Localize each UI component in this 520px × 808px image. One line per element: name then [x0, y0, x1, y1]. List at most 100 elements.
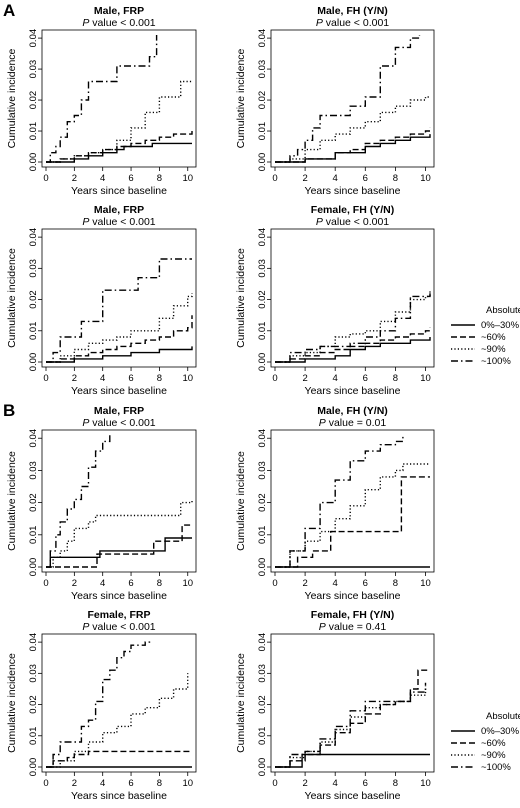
- x-axis-label: Years since baseline: [305, 790, 401, 802]
- plot-frame: [41, 29, 197, 168]
- p-value-symbol: P: [319, 621, 326, 633]
- series-line-4: [46, 639, 151, 768]
- x-axis-label: Years since baseline: [305, 385, 401, 397]
- series-line-2: [46, 131, 193, 163]
- y-tick-label: 0.02: [28, 91, 39, 110]
- p-value-text: P value = 0.41: [319, 621, 387, 633]
- x-tick-label: 2: [72, 173, 77, 184]
- p-value-label: value < 0.001: [89, 417, 155, 429]
- p-value-label: value = 0.41: [326, 621, 387, 633]
- x-tick-label: 0: [43, 778, 48, 789]
- y-tick-label: 0.00: [28, 353, 39, 372]
- plot-frame: [270, 29, 435, 168]
- p-value-symbol: P: [316, 216, 323, 228]
- y-tick-label: 0.04: [28, 228, 39, 247]
- y-axis-label: Cumulative incidence: [6, 653, 18, 753]
- x-tick-label: 0: [272, 778, 277, 789]
- y-axis-label: Cumulative incidence: [6, 248, 18, 348]
- plot-4: Female, FH (Y/N)P value < 0.001 0 2 4 6 8 10 0.…: [235, 204, 435, 397]
- series-line-3: [46, 499, 193, 568]
- y-tick-label: 0.00: [257, 353, 268, 372]
- x-tick-label: 10: [182, 173, 193, 184]
- y-tick-label: 0.00: [257, 153, 268, 172]
- x-tick-label: 10: [420, 578, 431, 589]
- y-tick-label: 0.03: [28, 259, 39, 278]
- plot-frame: [270, 228, 435, 368]
- plot-title: Female, FRP: [87, 609, 150, 621]
- p-value-label: value < 0.001: [89, 216, 155, 228]
- p-value-symbol: P: [82, 216, 89, 228]
- x-tick-label: 2: [302, 373, 307, 384]
- p-value-symbol: P: [82, 417, 89, 429]
- y-tick-label: 0.02: [28, 493, 39, 512]
- y-tick-label: 0.03: [257, 259, 268, 278]
- y-tick-label: 0.03: [257, 664, 268, 683]
- y-tick-label: 0.04: [28, 633, 39, 652]
- x-tick-label: 2: [302, 778, 307, 789]
- series-line-1: [275, 337, 431, 363]
- y-tick-label: 0.04: [257, 228, 268, 247]
- plot-frame: [41, 633, 197, 773]
- plot-frame: [270, 633, 435, 773]
- panel-label-a: A: [3, 1, 15, 20]
- x-tick-label: 10: [182, 373, 193, 384]
- x-tick-label: 6: [128, 778, 133, 789]
- x-tick-label: 0: [43, 373, 48, 384]
- x-tick-label: 10: [420, 173, 431, 184]
- legend-title: Absolute risk: [486, 711, 520, 722]
- y-axis-label: Cumulative incidence: [235, 653, 247, 753]
- legend-label-4: ~100%: [481, 356, 511, 367]
- x-tick-label: 6: [363, 578, 368, 589]
- plot-frame: [41, 429, 197, 573]
- series-line-4: [46, 258, 192, 363]
- y-tick-label: 0.00: [257, 558, 268, 577]
- p-value-label: value < 0.001: [89, 17, 155, 29]
- legend-title: Absolute risk: [486, 305, 520, 316]
- legend-label-1: 0%–30%: [481, 726, 520, 737]
- series-line-3: [46, 80, 192, 163]
- x-tick-label: 0: [272, 578, 277, 589]
- p-value-text: P value < 0.001: [82, 17, 155, 29]
- plot-6: Male, FH (Y/N)P value = 0.01 0 2 4 6 8 10 0.00 0…: [235, 405, 435, 602]
- y-tick-label: 0.01: [28, 727, 39, 746]
- y-tick-label: 0.02: [257, 695, 268, 714]
- x-tick-label: 10: [420, 778, 431, 789]
- p-value-label: value < 0.001: [323, 216, 389, 228]
- y-tick-label: 0.02: [257, 91, 268, 110]
- p-value-symbol: P: [82, 17, 89, 29]
- x-tick-label: 2: [72, 373, 77, 384]
- x-tick-label: 0: [43, 173, 48, 184]
- x-tick-label: 6: [128, 578, 133, 589]
- x-tick-label: 6: [363, 778, 368, 789]
- y-tick-label: 0.04: [28, 429, 39, 448]
- series-line-2: [275, 476, 430, 568]
- series-line-2: [275, 127, 431, 163]
- y-axis-label: Cumulative incidence: [235, 451, 247, 551]
- y-axis-label: Cumulative incidence: [6, 451, 18, 551]
- legend-b: Absolute risk 0%–30%~60%~90%~100%: [451, 711, 520, 773]
- x-tick-label: 0: [272, 173, 277, 184]
- y-axis-label: Cumulative incidence: [235, 248, 247, 348]
- y-tick-label: 0.00: [28, 558, 39, 577]
- x-tick-label: 8: [393, 173, 398, 184]
- plot-title: Male, FH (Y/N): [317, 5, 388, 17]
- y-tick-label: 0.04: [257, 633, 268, 652]
- x-axis-label: Years since baseline: [71, 385, 167, 397]
- series-line-3: [46, 293, 193, 363]
- series-line-1: [46, 537, 192, 568]
- x-axis-label: Years since baseline: [71, 790, 167, 802]
- x-tick-label: 4: [100, 173, 105, 184]
- y-tick-label: 0.01: [257, 122, 268, 141]
- p-value-symbol: P: [319, 417, 326, 429]
- x-tick-label: 0: [272, 373, 277, 384]
- series-line-4: [46, 435, 111, 568]
- series-line-2: [46, 315, 193, 363]
- y-tick-label: 0.02: [257, 290, 268, 309]
- plot-title: Male, FRP: [94, 5, 144, 17]
- plot-title: Female, FH (Y/N): [311, 204, 394, 216]
- y-tick-label: 0.01: [28, 122, 39, 141]
